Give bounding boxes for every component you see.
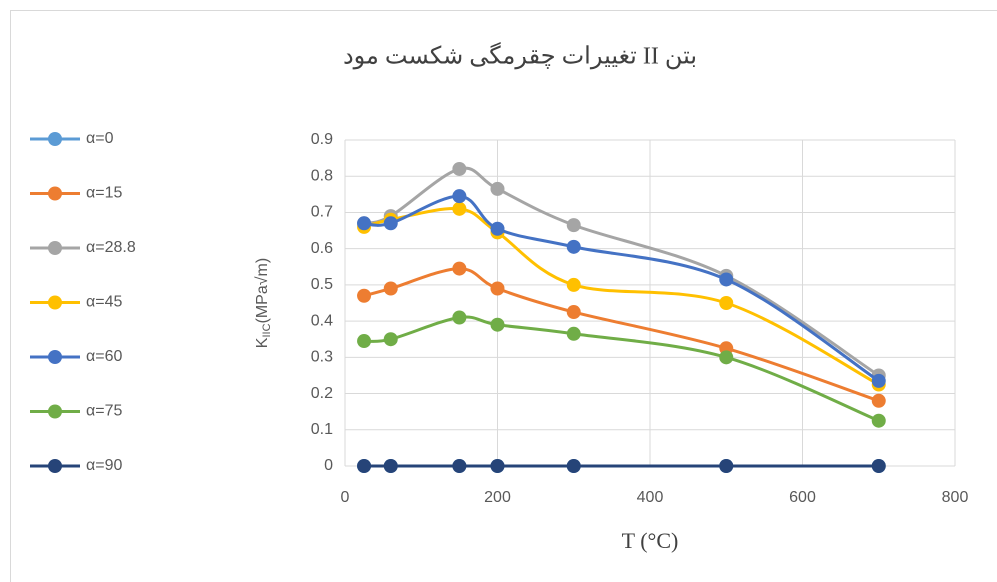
y-tick-label: 0.7 bbox=[311, 204, 333, 221]
data-point bbox=[719, 350, 734, 365]
y-tick-label: 0.2 bbox=[311, 385, 333, 402]
data-point bbox=[566, 218, 581, 233]
legend-marker bbox=[48, 459, 62, 473]
data-point bbox=[357, 334, 372, 349]
legend-label: α=45 bbox=[86, 294, 122, 311]
series-line bbox=[363, 194, 880, 383]
data-point bbox=[357, 216, 372, 231]
x-axis-label: T (°C) bbox=[622, 528, 679, 553]
y-tick-label: 0.8 bbox=[311, 167, 333, 184]
legend-label: α=60 bbox=[86, 348, 122, 365]
data-point bbox=[452, 261, 467, 276]
data-point bbox=[383, 332, 398, 347]
y-tick-label: 0.5 bbox=[311, 276, 333, 293]
legend-marker bbox=[48, 404, 62, 419]
data-point bbox=[871, 373, 886, 388]
data-point bbox=[490, 317, 505, 332]
data-point bbox=[871, 393, 886, 408]
data-point bbox=[490, 281, 505, 296]
y-tick-label: 0.4 bbox=[311, 312, 333, 329]
data-point bbox=[452, 201, 467, 216]
y-label-sub: IIC bbox=[261, 323, 273, 337]
data-point bbox=[719, 272, 734, 287]
legend-label: α=90 bbox=[86, 457, 122, 474]
data-point bbox=[383, 459, 398, 473]
data-point bbox=[566, 239, 581, 254]
data-point bbox=[566, 459, 581, 473]
data-point bbox=[719, 296, 734, 310]
legend-marker bbox=[48, 186, 62, 201]
y-tick-label: 0.9 bbox=[311, 131, 333, 148]
chart-border bbox=[10, 10, 997, 582]
series-line bbox=[363, 166, 880, 377]
y-tick-label: 0 bbox=[324, 457, 333, 474]
data-point bbox=[452, 161, 467, 176]
data-point bbox=[452, 310, 467, 325]
data-point bbox=[452, 459, 467, 473]
data-point bbox=[719, 459, 734, 473]
legend-marker bbox=[48, 350, 62, 364]
legend-label: α=28.8 bbox=[86, 239, 136, 256]
x-tick-label: 800 bbox=[942, 489, 969, 506]
data-point bbox=[383, 281, 398, 296]
y-tick-label: 0.3 bbox=[311, 349, 333, 366]
data-point bbox=[490, 221, 505, 236]
y-axis-label: KIIC(MPa√m) bbox=[254, 258, 273, 348]
x-tick-label: 0 bbox=[341, 489, 350, 506]
y-label-unit: (MPa√m) bbox=[254, 258, 271, 324]
legend-marker bbox=[48, 241, 62, 255]
legend-label: α=15 bbox=[86, 185, 122, 202]
legend-marker bbox=[48, 295, 62, 310]
legend-label: α=0 bbox=[86, 130, 114, 147]
data-point bbox=[490, 459, 505, 473]
data-point bbox=[383, 216, 398, 231]
x-tick-label: 600 bbox=[789, 489, 816, 506]
data-point bbox=[566, 277, 581, 292]
legend-marker bbox=[48, 132, 62, 146]
data-point bbox=[490, 181, 505, 196]
y-label-main: K bbox=[254, 337, 271, 348]
data-point bbox=[871, 459, 886, 473]
legend-label: α=75 bbox=[86, 403, 122, 420]
data-point bbox=[452, 189, 467, 204]
y-tick-label: 0.1 bbox=[311, 421, 333, 438]
series-line bbox=[363, 207, 880, 386]
x-tick-label: 200 bbox=[484, 489, 511, 506]
data-point bbox=[566, 326, 581, 341]
data-point bbox=[357, 288, 372, 303]
y-tick-label: 0.6 bbox=[311, 240, 333, 257]
data-point bbox=[566, 305, 581, 320]
data-point bbox=[871, 413, 886, 428]
chart-title: تغییرات چقرمگی شکست مود II بتن bbox=[343, 42, 697, 70]
x-tick-label: 400 bbox=[637, 489, 664, 506]
data-point bbox=[357, 459, 372, 473]
